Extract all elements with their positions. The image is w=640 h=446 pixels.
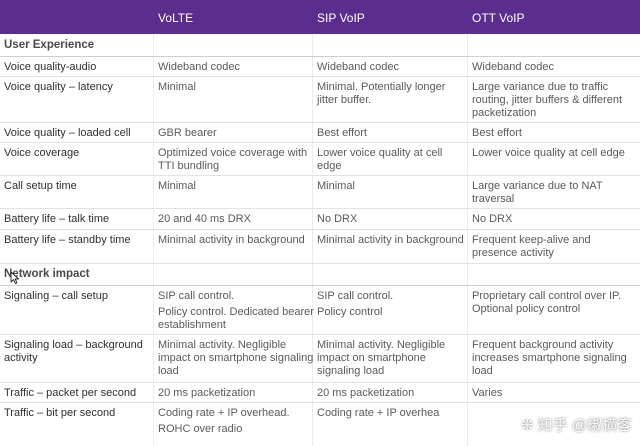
column-divider <box>312 34 313 446</box>
cell-sip: Minimal. Potentially longer jitter buffe… <box>317 81 446 106</box>
cell-volte: SIP call control. Policy control. Dedica… <box>158 290 314 332</box>
table-row: Battery life – talk time 20 and 40 ms DR… <box>0 208 640 230</box>
cell-volte: Minimal activity in background <box>158 234 305 246</box>
cell-ott: Large variance due to traffic routing, j… <box>472 81 623 119</box>
header-sip-voip: SIP VoIP <box>317 11 365 25</box>
cell-sip: Minimal activity. Negligible impact on s… <box>317 339 446 377</box>
cell-sip: 20 ms packetization <box>317 387 415 399</box>
row-label: Voice quality-audio <box>4 61 97 73</box>
row-label: Voice coverage <box>4 147 80 159</box>
cell-ott: Wideband codec <box>472 61 554 73</box>
column-divider <box>467 34 468 446</box>
watermark-text: 知乎 @椒横客 <box>537 417 632 434</box>
cell-ott: No DRX <box>472 213 513 225</box>
cell-ott: Best effort <box>472 127 522 139</box>
table-row: Voice quality – latency Minimal Minimal.… <box>0 76 640 123</box>
cell-line: Coding rate + IP overhead. <box>158 407 290 419</box>
watermark: ❋ 知乎 @椒横客 <box>521 418 632 434</box>
cell-volte: Coding rate + IP overhead. ROHC over rad… <box>158 407 314 436</box>
row-label: Call setup time <box>4 180 77 192</box>
table-row: Battery life – standby time Minimal acti… <box>0 229 640 264</box>
table-row: Call setup time Minimal Minimal Large va… <box>0 175 640 209</box>
row-label: Voice quality – loaded cell <box>4 127 131 139</box>
table-row: Voice quality-audio Wideband codec Wideb… <box>0 56 640 77</box>
cell-ott: Large variance due to NAT traversal <box>472 180 603 205</box>
section-row-user-experience: User Experience <box>0 34 640 57</box>
table-row: Signaling load – background activity Min… <box>0 334 640 383</box>
cell-sip: Lower voice quality at cell edge <box>317 147 443 172</box>
cell-sip: Wideband codec <box>317 61 399 73</box>
table-row: Voice quality – loaded cell GBR bearer B… <box>0 122 640 143</box>
row-label: Signaling load – background activity <box>4 339 143 364</box>
cell-sip: Minimal <box>317 180 355 192</box>
row-label: Traffic – bit per second <box>4 407 116 419</box>
cell-line: ROHC over radio <box>158 423 243 435</box>
header-volte: VoLTE <box>158 11 194 25</box>
row-label: Battery life – talk time <box>4 213 110 225</box>
cell-volte: Optimized voice coverage with TTI bundli… <box>158 147 308 172</box>
section-title: User Experience <box>4 39 95 51</box>
cell-volte: Minimal <box>158 180 196 192</box>
table-row: Signaling – call setup SIP call control.… <box>0 285 640 335</box>
table-row: Voice coverage Optimized voice coverage … <box>0 142 640 176</box>
cell-sip: Coding rate + IP overhea <box>317 407 440 419</box>
cell-ott: Frequent keep-alive and presence activit… <box>472 234 591 259</box>
table-row: Traffic – bit per second Coding rate + I… <box>0 402 640 442</box>
cell-volte: Minimal activity. Negligible impact on s… <box>158 339 314 377</box>
header-ott-voip: OTT VoIP <box>472 11 525 25</box>
cell-sip: Best effort <box>317 127 367 139</box>
cell-volte: Wideband codec <box>158 61 240 73</box>
cell-line: SIP call control. <box>158 290 235 302</box>
column-divider <box>153 34 154 446</box>
cell-ott: Frequent background activity increases s… <box>472 339 627 377</box>
row-label: Traffic – packet per second <box>4 387 137 399</box>
cell-ott: Lower voice quality at cell edge <box>472 147 625 159</box>
cell-volte: 20 and 40 ms DRX <box>158 213 251 225</box>
cell-line: Policy control <box>317 306 383 318</box>
cell-ott: Varies <box>472 387 503 399</box>
section-row-network-impact: Network impact <box>0 263 640 286</box>
section-title: Network impact <box>4 268 90 280</box>
cell-volte: 20 ms packetization <box>158 387 256 399</box>
cell-sip: No DRX <box>317 213 358 225</box>
cell-sip: SIP call control. Policy control <box>317 290 467 319</box>
table-header: VoLTE SIP VoIP OTT VoIP <box>0 0 640 34</box>
cell-ott: Proprietary call control over IP. Option… <box>472 290 621 315</box>
paw-icon: ❋ <box>521 417 534 434</box>
row-label: Battery life – standby time <box>4 234 131 246</box>
cell-sip: Minimal activity in background <box>317 234 464 246</box>
row-label: Signaling – call setup <box>4 290 108 302</box>
table-row: Traffic – packet per second 20 ms packet… <box>0 382 640 403</box>
cell-volte: Minimal <box>158 81 196 93</box>
cell-line: SIP call control. <box>317 290 394 302</box>
row-label: Voice quality – latency <box>4 81 113 93</box>
cell-volte: GBR bearer <box>158 127 217 139</box>
cell-line: Policy control. Dedicated bearer establi… <box>158 306 314 331</box>
mouse-pointer-icon <box>10 271 20 285</box>
